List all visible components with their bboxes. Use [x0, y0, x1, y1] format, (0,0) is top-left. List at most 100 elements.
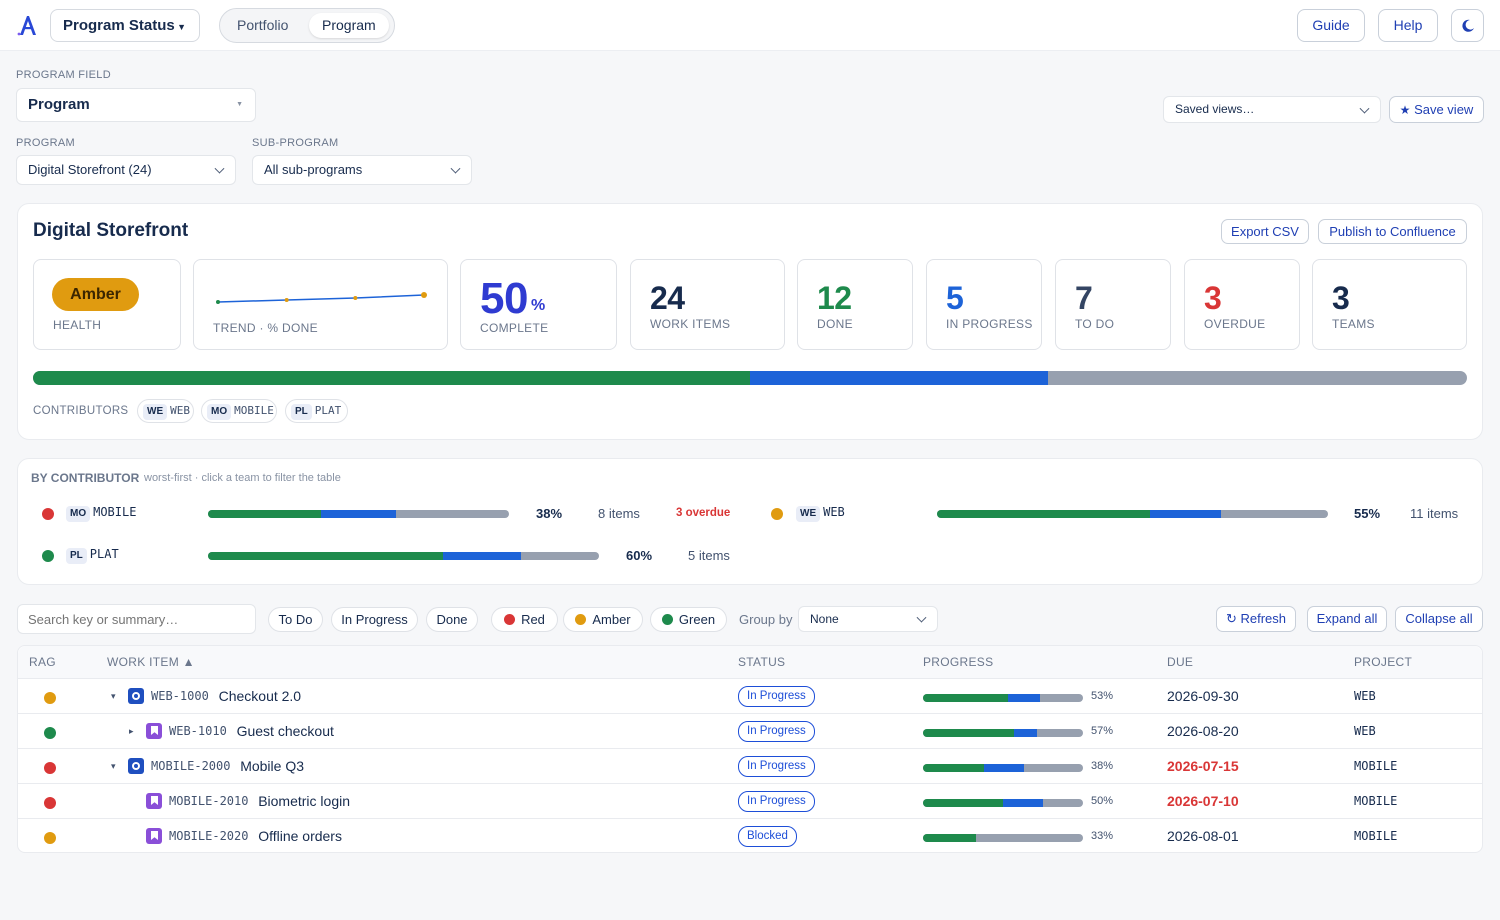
help-button[interactable]: Help	[1378, 9, 1438, 42]
collapse-toggle-icon[interactable]: ▾	[111, 691, 116, 701]
by-contributor-card	[17, 458, 1483, 585]
chip-label: Amber	[592, 612, 631, 627]
table-row[interactable]: ▾ MOBILE-2000 Mobile Q3 In Progress 38% 2026-…	[17, 748, 1483, 783]
program-select[interactable]: Digital Storefront (24)	[16, 155, 236, 185]
star-icon: ★	[1399, 103, 1411, 117]
contributor-pill-plat[interactable]: PL PLAT	[285, 399, 348, 423]
issue-key-link[interactable]: WEB-1000	[151, 689, 209, 703]
collapse-toggle-icon[interactable]: ▾	[111, 761, 116, 771]
search-input[interactable]	[17, 604, 256, 634]
kpi-value: 12	[817, 280, 852, 316]
kpi-to-do: 7 TO DO	[1055, 259, 1171, 350]
row-progress-bar	[923, 799, 1083, 807]
col-project[interactable]: PROJECT	[1354, 655, 1413, 669]
app-selector[interactable]: Program Status ▼	[50, 9, 200, 42]
issue-summary[interactable]: Checkout 2.0	[218, 688, 302, 704]
rag-dot	[42, 508, 54, 520]
due-date: 2026-08-01	[1167, 828, 1239, 844]
complete-kpi: 50 % COMPLETE	[460, 259, 617, 350]
table-row[interactable]: ▾ WEB-1000 Checkout 2.0 In Progress 53% 2026-…	[17, 678, 1483, 713]
publish-confluence-button[interactable]: Publish to Confluence	[1318, 219, 1467, 244]
issue-key-link[interactable]: MOBILE-2000	[151, 759, 231, 773]
app-logo-icon[interactable]	[16, 13, 40, 37]
trend-line	[217, 294, 425, 303]
issue-summary[interactable]: Mobile Q3	[240, 758, 304, 774]
col-due[interactable]: DUE	[1167, 655, 1194, 669]
rag-dot	[44, 692, 56, 704]
table-row[interactable]: MOBILE-2020 Offline orders Blocked 33% 2026-…	[17, 818, 1483, 853]
collapse-all-button[interactable]: Collapse all	[1395, 606, 1483, 632]
epic-icon	[128, 758, 144, 774]
table-row[interactable]: MOBILE-2010 Biometric login In Progress 50%…	[17, 783, 1483, 818]
group-by-select[interactable]: None	[798, 606, 938, 632]
team-tag: WE	[796, 506, 821, 522]
project-key: WEB	[1354, 689, 1376, 703]
kpi-value: 3	[1204, 280, 1222, 316]
project-key: MOBILE	[1354, 829, 1398, 843]
refresh-button[interactable]: ↻ Refresh	[1216, 606, 1296, 632]
export-csv-button[interactable]: Export CSV	[1221, 219, 1309, 244]
top-bar: Program Status ▼ Portfolio Program Guide…	[0, 0, 1500, 51]
program-field-select[interactable]: Program ▼	[16, 88, 256, 122]
epic-icon	[128, 688, 144, 704]
saved-views-select[interactable]: Saved views…	[1163, 96, 1381, 123]
due-date: 2026-07-15	[1167, 758, 1239, 774]
kpi-label: WORK ITEMS	[650, 317, 731, 331]
program-progress-bar	[33, 371, 1467, 385]
expand-toggle-icon[interactable]: ▸	[129, 726, 134, 736]
issue-summary[interactable]: Biometric login	[258, 793, 351, 809]
rag-dot	[504, 614, 516, 625]
trend-label: TREND · % DONE	[213, 321, 318, 335]
team-label[interactable]: MO MOBILE	[66, 505, 136, 522]
team-progress-bar	[937, 510, 1328, 518]
filter-chip-amber[interactable]: Amber	[563, 607, 643, 632]
filter-chip-todo[interactable]: To Do	[268, 607, 323, 632]
project-key: WEB	[1354, 724, 1376, 738]
issue-key-link[interactable]: MOBILE-2010	[169, 794, 249, 808]
program-field-label: PROGRAM FIELD	[16, 69, 111, 81]
col-status[interactable]: STATUS	[738, 655, 786, 669]
theme-toggle-button[interactable]	[1451, 9, 1484, 42]
filter-chip-in-progress[interactable]: In Progress	[331, 607, 418, 632]
due-date: 2026-08-20	[1167, 723, 1239, 739]
rag-dot	[771, 508, 783, 520]
subprogram-value: All sub-programs	[264, 162, 363, 177]
team-tag: WE	[143, 404, 168, 420]
col-progress[interactable]: PROGRESS	[923, 655, 994, 669]
issue-summary[interactable]: Guest checkout	[236, 723, 334, 739]
trend-point	[421, 292, 427, 298]
saved-views-value: Saved views…	[1175, 102, 1255, 116]
filter-chip-done[interactable]: Done	[426, 607, 478, 632]
issue-key-link[interactable]: WEB-1010	[169, 724, 227, 738]
col-work-item[interactable]: WORK ITEM ▲	[107, 655, 195, 669]
team-label[interactable]: PL PLAT	[66, 547, 119, 564]
col-rag[interactable]: RAG	[29, 655, 56, 669]
progress-in-progress-segment	[442, 552, 521, 560]
table-row[interactable]: ▸ WEB-1010 Guest checkout In Progress 57% 202…	[17, 713, 1483, 748]
guide-button[interactable]: Guide	[1297, 9, 1365, 42]
kpi-work-items: 24 WORK ITEMS	[630, 259, 785, 350]
team-label[interactable]: WE WEB	[796, 505, 845, 522]
progress-in-progress-segment	[983, 764, 1024, 772]
progress-done-segment	[923, 694, 1008, 702]
expand-all-button[interactable]: Expand all	[1307, 606, 1387, 632]
issue-summary[interactable]: Offline orders	[258, 828, 342, 844]
subprogram-select[interactable]: All sub-programs	[252, 155, 472, 185]
health-badge: Amber	[52, 278, 139, 311]
team-percent: 38%	[536, 506, 563, 521]
filter-chip-red[interactable]: Red	[491, 607, 558, 632]
tab-program[interactable]: Program	[309, 13, 389, 38]
contributor-pill-mobile[interactable]: MO MOBILE	[201, 399, 277, 423]
app-selector-label: Program Status	[63, 17, 175, 34]
filter-chip-green[interactable]: Green	[650, 607, 727, 632]
team-tag: PL	[66, 548, 87, 564]
contributor-pill-web[interactable]: WE WEB	[137, 399, 194, 423]
progress-in-progress-segment	[1014, 729, 1037, 737]
complete-label: COMPLETE	[480, 321, 549, 335]
by-contributor-hint: worst-first · click a team to filter the…	[144, 472, 341, 484]
row-percent: 53%	[1091, 690, 1114, 702]
chevron-down-icon	[916, 612, 927, 623]
issue-key-link[interactable]: MOBILE-2020	[169, 829, 249, 843]
save-view-button[interactable]: ★ Save view	[1389, 96, 1484, 123]
tab-portfolio[interactable]: Portfolio	[237, 17, 289, 33]
